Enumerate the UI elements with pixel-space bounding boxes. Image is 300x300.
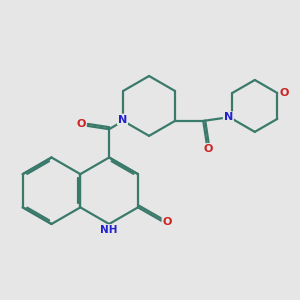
Text: O: O bbox=[76, 119, 86, 129]
Text: O: O bbox=[163, 217, 172, 227]
Text: O: O bbox=[280, 88, 289, 98]
Text: N: N bbox=[118, 115, 127, 124]
Text: O: O bbox=[203, 144, 213, 154]
Text: NH: NH bbox=[100, 225, 118, 235]
Text: N: N bbox=[224, 112, 233, 122]
